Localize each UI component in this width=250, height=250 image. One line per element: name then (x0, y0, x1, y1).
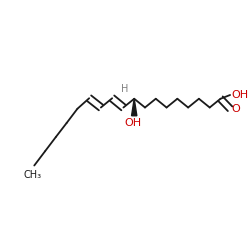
Text: H: H (121, 84, 128, 94)
Text: O: O (231, 104, 240, 114)
Text: CH₃: CH₃ (24, 170, 42, 180)
Text: OH: OH (231, 90, 248, 100)
Polygon shape (132, 99, 137, 116)
Text: OH: OH (124, 118, 142, 128)
